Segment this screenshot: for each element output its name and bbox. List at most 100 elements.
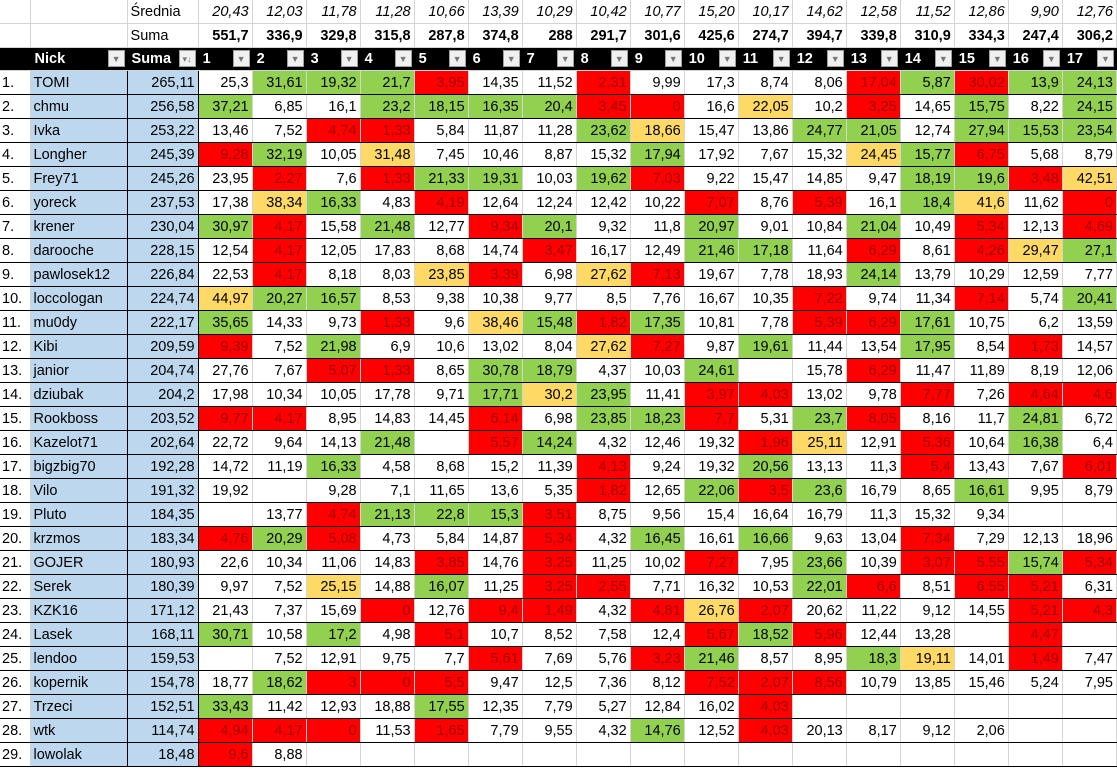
score-cell[interactable]: 20,13 (792, 718, 847, 743)
score-cell[interactable]: 4,69 (1062, 214, 1117, 239)
average-cell[interactable]: 11,28 (360, 0, 415, 24)
score-cell[interactable]: 10,38 (468, 286, 523, 311)
score-cell[interactable]: 7,95 (738, 550, 793, 575)
rank-cell[interactable]: 9. (0, 262, 31, 287)
score-cell[interactable]: 4,17 (252, 262, 307, 287)
score-cell[interactable]: 9,12 (900, 718, 955, 743)
score-cell[interactable]: 0 (306, 718, 361, 743)
score-cell[interactable]: 23,7 (792, 406, 847, 431)
nick-cell[interactable]: Serek (29, 574, 128, 599)
score-cell[interactable]: 14,01 (954, 646, 1009, 671)
score-cell[interactable]: 8,04 (522, 334, 577, 359)
score-cell[interactable]: 5,55 (954, 550, 1009, 575)
rank-cell[interactable]: 8. (0, 238, 31, 263)
score-cell[interactable]: 9,6 (198, 742, 253, 767)
score-cell[interactable]: 15,47 (738, 166, 793, 191)
score-cell[interactable]: 16,17 (576, 238, 631, 263)
average-label[interactable]: Średnia (127, 0, 199, 24)
score-cell[interactable]: 6,98 (522, 406, 577, 431)
filter-dropdown-icon[interactable]: ▼ (718, 50, 736, 67)
score-cell[interactable]: 3,25 (522, 574, 577, 599)
score-cell[interactable]: 4,73 (360, 526, 415, 551)
score-cell[interactable]: 3,25 (846, 94, 901, 119)
nick-cell[interactable]: bigzbig70 (29, 454, 128, 479)
suma-cell[interactable]: 168,11 (127, 622, 199, 647)
score-cell[interactable]: 7,7 (684, 406, 739, 431)
score-cell[interactable] (1062, 622, 1117, 647)
score-cell[interactable]: 9,77 (522, 286, 577, 311)
score-cell[interactable]: 7,37 (252, 598, 307, 623)
score-cell[interactable]: 22,72 (198, 430, 253, 455)
suma-cell[interactable]: 253,22 (127, 118, 199, 143)
score-cell[interactable]: 30,71 (198, 622, 253, 647)
score-cell[interactable]: 13,79 (900, 262, 955, 287)
score-cell[interactable]: 20,27 (252, 286, 307, 311)
score-cell[interactable]: 4,03 (738, 382, 793, 407)
score-cell[interactable]: 11,42 (252, 694, 307, 719)
score-cell[interactable]: 10,22 (630, 190, 685, 215)
rank-cell[interactable]: 19. (0, 502, 31, 527)
score-cell[interactable]: 21,48 (360, 430, 415, 455)
score-cell[interactable]: 8,87 (522, 142, 577, 167)
score-cell[interactable]: 7,78 (738, 310, 793, 335)
score-cell[interactable]: 10,34 (252, 382, 307, 407)
rank-cell[interactable]: 18. (0, 478, 31, 503)
score-cell[interactable] (954, 694, 1009, 719)
score-cell[interactable]: 3,47 (522, 238, 577, 263)
score-cell[interactable]: 15,47 (684, 118, 739, 143)
score-cell[interactable]: 1,96 (738, 430, 793, 455)
suma-cell[interactable]: 191,32 (127, 478, 199, 503)
score-cell[interactable]: 8,22 (1008, 94, 1063, 119)
score-cell[interactable]: 5,07 (306, 358, 361, 383)
score-cell[interactable]: 15,74 (1008, 550, 1063, 575)
score-cell[interactable]: 11,19 (252, 454, 307, 479)
score-cell[interactable]: 8,56 (792, 670, 847, 695)
nick-cell[interactable]: Lasek (29, 622, 128, 647)
score-cell[interactable]: 12,77 (414, 214, 469, 239)
score-cell[interactable]: 29,47 (1008, 238, 1063, 263)
score-cell[interactable]: 21,98 (306, 334, 361, 359)
score-cell[interactable]: 4,32 (576, 526, 631, 551)
score-cell[interactable]: 10,81 (684, 310, 739, 335)
score-cell[interactable]: 10,39 (846, 550, 901, 575)
score-cell[interactable]: 3,48 (1008, 166, 1063, 191)
rank-cell[interactable]: 27. (0, 694, 31, 719)
score-cell[interactable]: 10,35 (738, 286, 793, 311)
score-cell[interactable]: 13,43 (954, 454, 1009, 479)
score-cell[interactable]: 9,77 (198, 406, 253, 431)
score-cell[interactable]: 1,73 (1008, 334, 1063, 359)
score-cell[interactable]: 7,7 (414, 646, 469, 671)
score-cell[interactable]: 11,53 (360, 718, 415, 743)
suma-cell[interactable]: 245,39 (127, 142, 199, 167)
score-cell[interactable]: 14,83 (360, 406, 415, 431)
score-cell[interactable]: 11,3 (846, 454, 901, 479)
score-cell[interactable]: 22,05 (738, 94, 793, 119)
score-cell[interactable]: 23,85 (414, 262, 469, 287)
score-cell[interactable]: 4,17 (252, 214, 307, 239)
score-cell[interactable]: 8,75 (576, 502, 631, 527)
score-cell[interactable]: 1,33 (360, 358, 415, 383)
score-cell[interactable]: 12,64 (468, 190, 523, 215)
score-cell[interactable]: 16,64 (738, 502, 793, 527)
score-cell[interactable]: 13,02 (792, 382, 847, 407)
score-cell[interactable]: 5,34 (522, 526, 577, 551)
sum-cell[interactable]: 551,7 (198, 23, 253, 48)
score-cell[interactable]: 9,4 (468, 598, 523, 623)
score-cell[interactable]: 16,79 (792, 502, 847, 527)
score-cell[interactable]: 15,46 (954, 670, 1009, 695)
filter-dropdown-icon[interactable]: ▼ (340, 50, 358, 67)
score-cell[interactable]: 2,06 (954, 718, 1009, 743)
score-cell[interactable]: 17,38 (198, 190, 253, 215)
score-cell[interactable]: 7,77 (1062, 262, 1117, 287)
score-cell[interactable]: 11,39 (522, 454, 577, 479)
score-cell[interactable]: 8,68 (414, 238, 469, 263)
suma-cell[interactable]: 256,58 (127, 94, 199, 119)
score-cell[interactable]: 17,2 (306, 622, 361, 647)
filter-dropdown-icon[interactable]: ▼ (880, 50, 898, 67)
score-cell[interactable]: 10,75 (954, 310, 1009, 335)
score-cell[interactable] (414, 742, 469, 767)
filter-dropdown-icon[interactable]: ▼ (772, 50, 790, 67)
score-cell[interactable]: 9,64 (252, 430, 307, 455)
score-cell[interactable]: 10,46 (468, 142, 523, 167)
score-cell[interactable]: 6,6 (846, 574, 901, 599)
